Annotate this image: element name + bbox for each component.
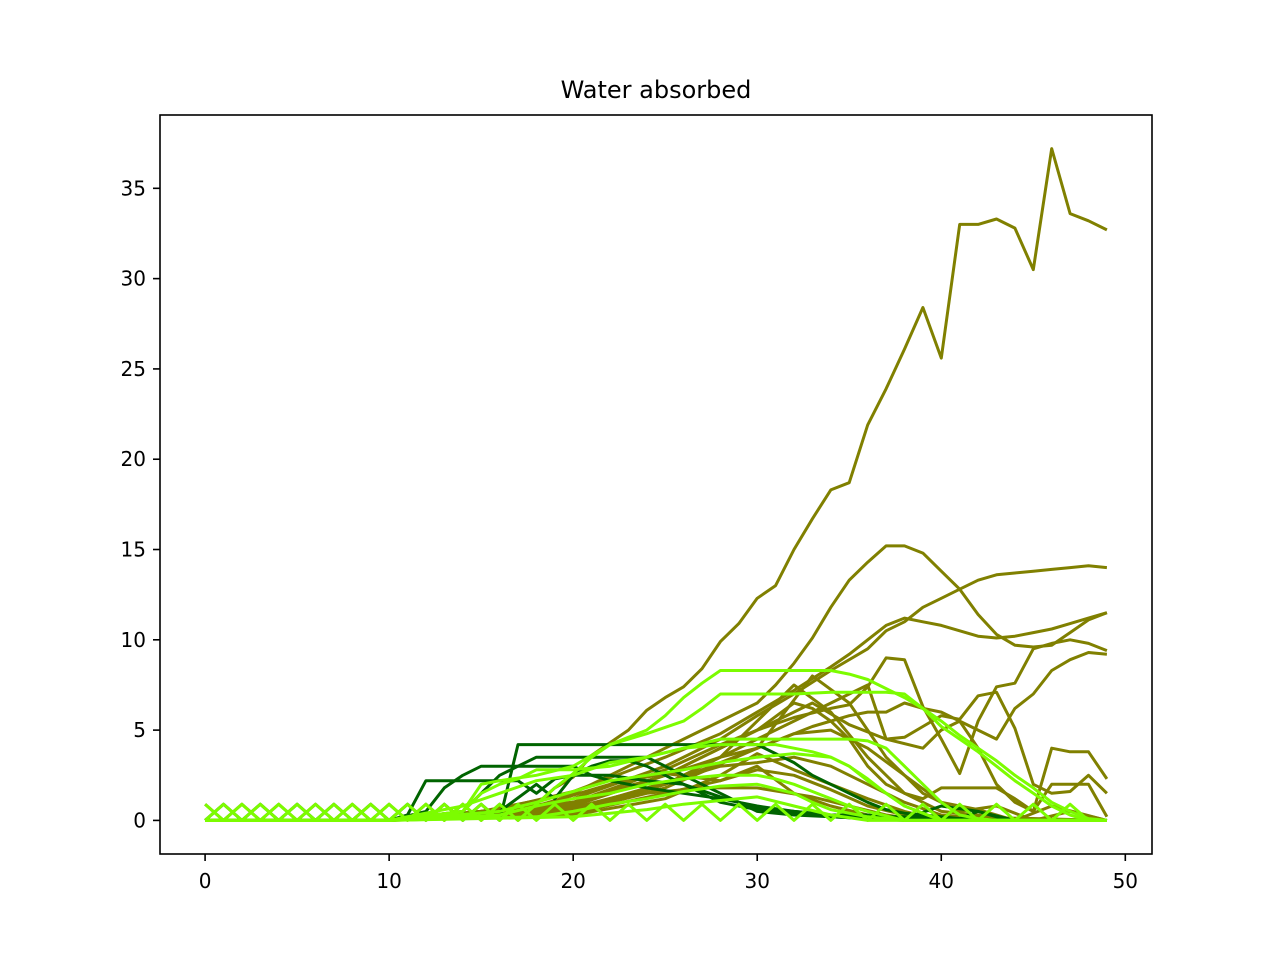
y-tick-label: 15 xyxy=(121,538,146,562)
y-tick-label: 20 xyxy=(121,447,146,471)
x-tick-label: 0 xyxy=(199,869,212,893)
x-tick-label: 50 xyxy=(1113,869,1138,893)
y-tick-label: 35 xyxy=(121,176,146,200)
y-tick-label: 10 xyxy=(121,628,146,652)
series-line-28 xyxy=(205,773,1107,822)
y-tick-label: 25 xyxy=(121,357,146,381)
series-line-13 xyxy=(205,755,1107,822)
plot-frame xyxy=(159,114,1153,855)
x-axis: 0 10 20 30 40 50 xyxy=(199,854,1138,893)
chart-title: Water absorbed xyxy=(561,76,752,104)
series-layer xyxy=(204,147,1109,822)
x-tick-label: 10 xyxy=(376,869,401,893)
series-line-31 xyxy=(204,802,1107,822)
x-tick-label: 20 xyxy=(560,869,585,893)
series-line-5 xyxy=(205,638,1108,822)
y-axis: 0 5 10 15 20 25 30 35 xyxy=(121,176,160,832)
y-tick-label: 5 xyxy=(133,718,146,742)
series-line-27 xyxy=(205,752,1107,822)
y-tick-label: 0 xyxy=(133,808,146,832)
y-tick-label: 30 xyxy=(121,267,146,291)
series-line-29 xyxy=(205,782,1107,822)
x-tick-label: 40 xyxy=(929,869,954,893)
x-tick-label: 30 xyxy=(744,869,769,893)
series-line-23 xyxy=(204,669,1108,822)
